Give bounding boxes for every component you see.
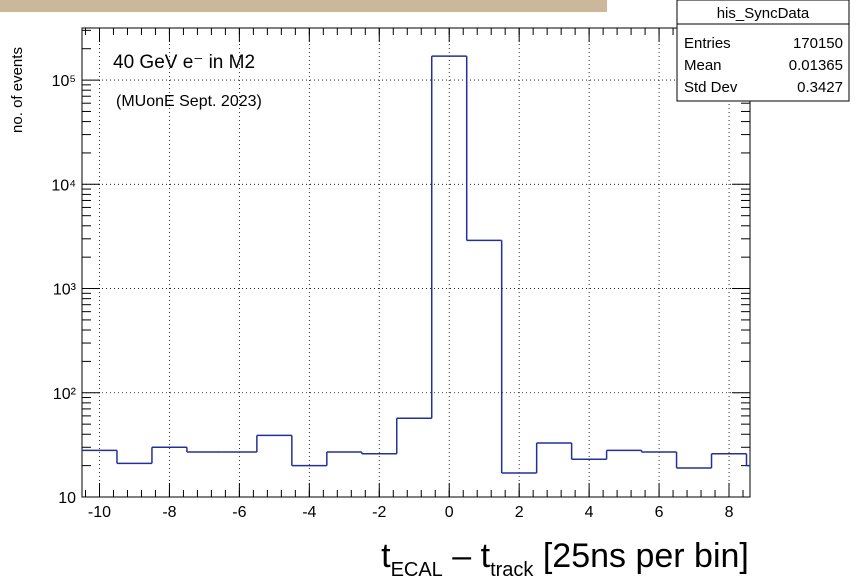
stats-box: his_SyncData Entries 170150 Mean 0.01365… xyxy=(676,0,850,102)
y-tick-label: 10³ xyxy=(53,282,77,299)
stats-value: 170150 xyxy=(793,35,843,52)
y-tick-label: 10⁵ xyxy=(52,73,76,90)
stats-value: 0.01365 xyxy=(789,57,843,74)
stats-key: Std Dev xyxy=(684,79,738,96)
x-tick-label: -8 xyxy=(162,504,176,521)
histogram xyxy=(82,55,750,474)
x-label-part: – t xyxy=(443,537,491,575)
x-tick-label: 4 xyxy=(585,504,594,521)
x-tick-label: -10 xyxy=(88,504,111,521)
plot-area xyxy=(82,28,750,498)
photo-fragment xyxy=(0,0,607,12)
stats-title: his_SyncData xyxy=(717,5,810,22)
y-tick-label: 10² xyxy=(53,386,77,403)
annotation: 40 GeV e⁻ in M2 xyxy=(113,52,255,73)
x-label-part: t xyxy=(381,537,391,575)
x-axis-label: tECAL – ttrack [25ns per bin] xyxy=(381,537,749,581)
x-tick-label: 2 xyxy=(515,504,524,521)
x-tick-label: -2 xyxy=(372,504,386,521)
x-label-part: ECAL xyxy=(391,559,443,581)
x-tick-label: -4 xyxy=(302,504,316,521)
y-tick-label: 10⁴ xyxy=(51,177,76,194)
x-label-part: [25ns per bin] xyxy=(533,537,748,575)
x-tick-label: -6 xyxy=(232,504,246,521)
x-tick-label: 8 xyxy=(725,504,734,521)
y-axis-label: no. of events xyxy=(9,47,26,133)
x-tick-label: 0 xyxy=(445,504,454,521)
annotation: (MUonE Sept. 2023) xyxy=(116,93,262,110)
x-label-part: track xyxy=(490,559,534,581)
stats-key: Mean xyxy=(684,57,722,74)
x-tick-label: 6 xyxy=(655,504,664,521)
y-tick-label: 10 xyxy=(58,490,76,507)
stats-key: Entries xyxy=(684,35,731,52)
stats-frame xyxy=(676,0,850,102)
stats-value: 0.3427 xyxy=(797,79,843,96)
